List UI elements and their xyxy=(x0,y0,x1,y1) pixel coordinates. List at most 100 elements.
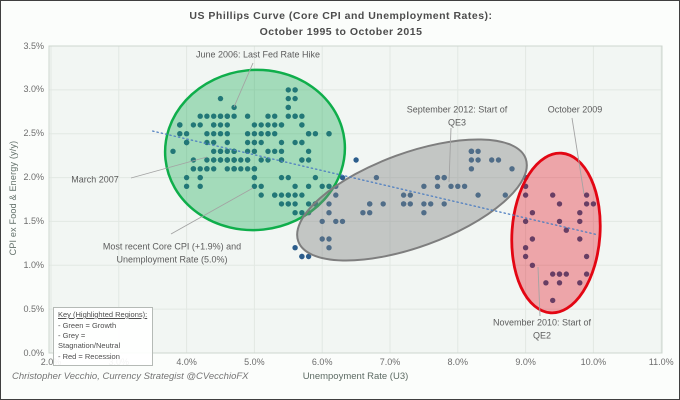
data-point xyxy=(278,139,285,146)
data-point xyxy=(292,210,298,216)
x-tick-label: 4.0% xyxy=(176,357,197,367)
data-point xyxy=(265,131,271,137)
data-point xyxy=(529,262,536,268)
chart-annotation-line: November 2010: Start of xyxy=(492,317,592,328)
data-point xyxy=(563,227,569,233)
leader-line xyxy=(448,127,452,183)
data-point xyxy=(204,166,210,172)
data-point xyxy=(292,87,298,93)
data-point xyxy=(475,157,481,163)
legend-key-title: Key (Highlighted Regions): xyxy=(58,310,148,319)
data-point xyxy=(285,87,291,93)
leader-line xyxy=(571,117,585,195)
data-point xyxy=(522,218,529,225)
legend-key-item-stagnation: - Grey = Stagnation/Neutral xyxy=(58,331,121,351)
data-point xyxy=(333,192,339,198)
data-point xyxy=(285,104,291,111)
data-point xyxy=(258,139,264,146)
x-tick-label: 7.0% xyxy=(379,357,401,367)
data-point xyxy=(224,157,230,163)
data-point xyxy=(326,131,332,137)
data-point xyxy=(441,174,447,181)
data-point xyxy=(272,192,278,198)
data-point xyxy=(583,201,590,207)
y-tick-label: 1.0% xyxy=(23,259,44,270)
data-point xyxy=(217,122,224,128)
data-point xyxy=(577,218,583,225)
data-point xyxy=(468,166,475,172)
data-point xyxy=(292,183,298,189)
data-point xyxy=(326,183,332,189)
data-point xyxy=(258,131,264,137)
data-point xyxy=(244,148,251,154)
data-point xyxy=(258,192,264,198)
data-point xyxy=(251,122,258,128)
data-point xyxy=(299,113,305,119)
data-point xyxy=(434,174,441,181)
chart-annotation-line: October 2009 xyxy=(547,104,603,115)
chart-annotation: Most recent Core CPI (+1.9%) and Unemploy… xyxy=(103,240,241,265)
data-point xyxy=(217,113,224,119)
data-point xyxy=(217,95,224,102)
data-point xyxy=(583,253,590,260)
chart-annotation-line: QE3 xyxy=(447,117,466,127)
data-point xyxy=(468,148,475,154)
data-point xyxy=(577,280,583,286)
data-point xyxy=(272,113,278,119)
data-point xyxy=(211,122,217,128)
data-point xyxy=(292,95,298,102)
data-point xyxy=(556,201,563,207)
data-point xyxy=(448,183,454,189)
chart-annotation: October 2009 xyxy=(548,104,603,117)
data-point xyxy=(265,122,271,128)
chart-annotation: March 2007 xyxy=(71,174,119,187)
data-point xyxy=(258,122,264,128)
annotation-leader-lines xyxy=(130,62,585,317)
y-tick-label: 1.5% xyxy=(23,215,44,226)
data-point xyxy=(177,122,183,128)
data-point xyxy=(278,122,285,128)
data-point xyxy=(421,201,427,207)
y-tick-label: 3.5% xyxy=(23,40,44,51)
y-tick-label: 2.5% xyxy=(23,128,44,139)
x-axis-label: Unempoyment Rate (U3) xyxy=(302,371,409,382)
data-point xyxy=(272,122,278,128)
data-point xyxy=(183,131,190,137)
data-point xyxy=(299,210,305,216)
data-point xyxy=(224,148,230,154)
data-point xyxy=(278,148,285,154)
data-point xyxy=(550,192,556,198)
data-point xyxy=(299,192,305,198)
data-point xyxy=(305,148,312,154)
chart-annotation-line: Most recent Core CPI (+1.9%) and xyxy=(102,241,242,252)
data-point xyxy=(563,271,569,277)
data-point xyxy=(238,166,244,172)
data-point xyxy=(550,297,556,304)
data-point xyxy=(400,201,407,207)
chart-title: US Phillips Curve (Core CPI and Unemploy… xyxy=(1,8,679,41)
scatter-points xyxy=(170,87,597,304)
data-point xyxy=(556,271,563,277)
leader-line xyxy=(537,266,541,317)
data-point xyxy=(231,166,237,172)
data-point xyxy=(509,166,515,172)
data-point xyxy=(305,131,312,137)
chart-annotation: September 2012: Start of QE3 xyxy=(407,103,508,128)
data-point xyxy=(224,139,230,146)
data-point xyxy=(400,192,407,198)
data-point xyxy=(244,139,251,146)
data-point xyxy=(217,148,224,154)
data-point xyxy=(428,201,434,207)
data-point xyxy=(183,183,190,189)
data-point xyxy=(407,201,413,207)
data-point xyxy=(278,174,285,181)
data-point xyxy=(299,139,305,146)
data-point xyxy=(421,210,427,216)
data-point xyxy=(292,201,298,207)
data-point xyxy=(231,157,237,163)
author-credit: Christopher Vecchio, Currency Strategist… xyxy=(12,371,249,382)
data-point xyxy=(190,166,197,172)
chart-annotation-line: QE2 xyxy=(532,330,551,340)
